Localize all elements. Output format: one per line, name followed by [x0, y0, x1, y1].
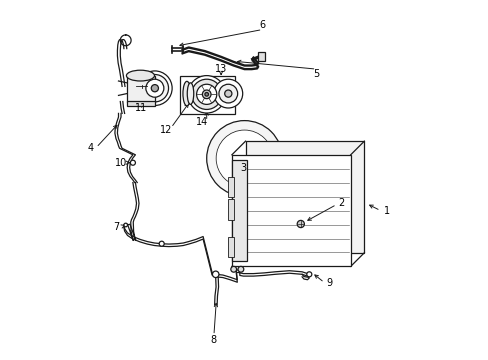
- Bar: [245, 141, 364, 253]
- Ellipse shape: [126, 70, 154, 81]
- Circle shape: [202, 90, 211, 99]
- Circle shape: [151, 85, 158, 92]
- Circle shape: [141, 75, 168, 102]
- Bar: [228, 177, 233, 197]
- Bar: [231, 160, 246, 261]
- Circle shape: [196, 84, 216, 104]
- Bar: [228, 237, 233, 257]
- Circle shape: [216, 130, 272, 187]
- Circle shape: [204, 93, 208, 96]
- Circle shape: [206, 121, 282, 196]
- Circle shape: [297, 220, 304, 228]
- Text: 6: 6: [259, 20, 265, 30]
- Text: 13: 13: [215, 64, 227, 74]
- Text: 11: 11: [135, 103, 147, 113]
- Text: 10: 10: [115, 158, 127, 168]
- Text: 1: 1: [383, 206, 389, 216]
- Text: 3: 3: [240, 163, 246, 174]
- Ellipse shape: [183, 81, 190, 106]
- Circle shape: [238, 266, 244, 272]
- Circle shape: [187, 76, 225, 113]
- Circle shape: [212, 271, 219, 278]
- Bar: [126, 76, 155, 102]
- Circle shape: [159, 241, 164, 246]
- Bar: [228, 199, 233, 220]
- Text: 7: 7: [113, 222, 119, 232]
- Circle shape: [224, 90, 231, 97]
- Text: 9: 9: [325, 278, 331, 288]
- Circle shape: [219, 84, 237, 103]
- Text: 12: 12: [160, 125, 172, 135]
- Text: 5: 5: [313, 69, 319, 79]
- Circle shape: [213, 79, 242, 108]
- Bar: [231, 155, 350, 266]
- Circle shape: [306, 272, 311, 277]
- Circle shape: [145, 79, 163, 97]
- Circle shape: [137, 71, 172, 105]
- Circle shape: [123, 223, 127, 227]
- Text: 4: 4: [87, 143, 94, 153]
- Bar: [180, 76, 235, 114]
- Ellipse shape: [187, 83, 193, 104]
- Bar: [126, 101, 155, 106]
- Circle shape: [130, 160, 135, 165]
- Circle shape: [191, 79, 222, 109]
- Text: 14: 14: [196, 117, 208, 127]
- Circle shape: [230, 266, 236, 272]
- Text: 2: 2: [338, 198, 344, 208]
- Bar: [258, 52, 264, 61]
- Text: 8: 8: [210, 335, 217, 345]
